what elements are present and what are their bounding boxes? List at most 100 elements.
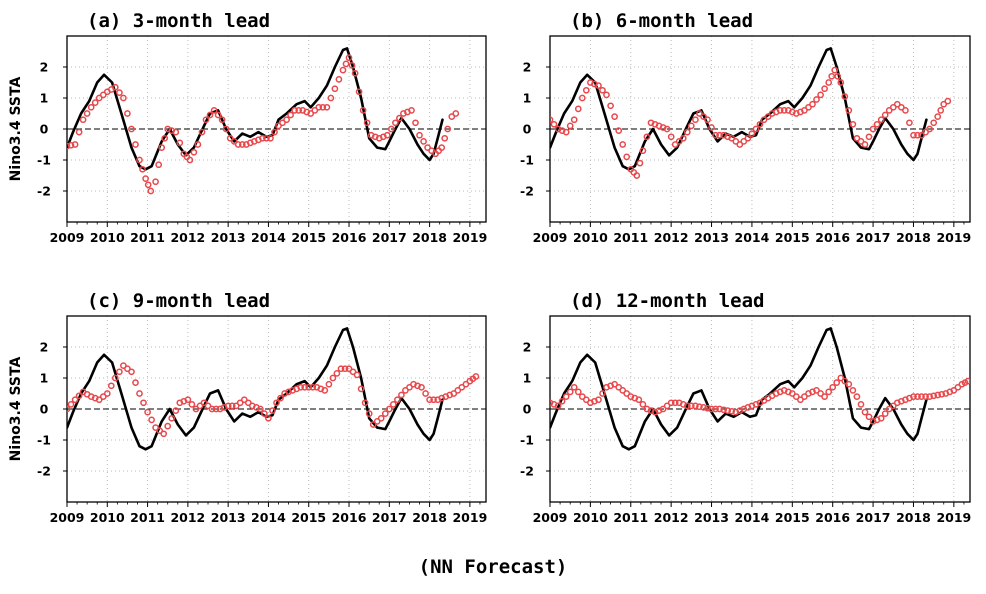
forecast-marker xyxy=(845,107,853,114)
forecast-marker xyxy=(355,88,363,96)
panel-title: (b) 6-month lead xyxy=(570,10,753,32)
forecast-marker xyxy=(914,393,921,400)
forecast-marker xyxy=(615,383,623,391)
x-tick-label: 2011 xyxy=(613,510,648,525)
forecast-marker xyxy=(813,387,820,394)
forecast-marker xyxy=(574,105,582,113)
forecast-marker xyxy=(95,94,103,102)
forecast-marker xyxy=(667,399,675,407)
x-tick-label: 2009 xyxy=(50,510,85,525)
forecast-marker xyxy=(831,66,839,74)
forecast-marker xyxy=(716,405,723,413)
forecast-marker xyxy=(934,113,942,120)
forecast-marker xyxy=(128,125,135,133)
forecast-marker xyxy=(964,377,970,385)
forecast-marker xyxy=(704,404,711,412)
forecast-marker xyxy=(877,116,885,124)
forecast-marker xyxy=(369,421,377,428)
forecast-marker xyxy=(910,393,917,400)
x-tick-label: 2013 xyxy=(694,230,729,245)
forecast-marker xyxy=(834,72,842,80)
forecast-marker xyxy=(550,116,554,124)
forecast-marker xyxy=(849,387,857,394)
forecast-marker xyxy=(392,119,399,127)
forecast-marker xyxy=(142,175,149,182)
x-tick-label: 2012 xyxy=(170,230,205,245)
forecast-marker xyxy=(329,374,337,382)
forecast-marker xyxy=(67,141,75,149)
forecast-marker xyxy=(599,86,606,94)
forecast-marker xyxy=(120,94,127,102)
forecast-marker xyxy=(402,387,409,394)
forecast-marker xyxy=(236,399,244,407)
x-tick-label: 2014 xyxy=(735,510,770,525)
forecast-marker xyxy=(424,144,431,151)
forecast-marker xyxy=(200,399,208,407)
forecast-marker xyxy=(897,103,905,111)
x-tick-label: 2016 xyxy=(815,230,850,245)
forecast-marker xyxy=(885,405,893,413)
forecast-marker xyxy=(394,396,401,404)
forecast-marker xyxy=(805,103,812,111)
forecast-marker xyxy=(944,97,952,105)
forecast-marker xyxy=(198,128,206,136)
forecast-marker xyxy=(857,401,865,408)
forecast-marker xyxy=(428,147,435,155)
y-tick-label: 2 xyxy=(523,340,532,355)
forecast-marker xyxy=(906,119,913,127)
forecast-marker xyxy=(156,427,164,435)
forecast-marker xyxy=(574,388,582,396)
x-tick-label: 2018 xyxy=(896,510,931,525)
forecast-marker xyxy=(683,402,691,410)
forecast-marker xyxy=(954,383,962,391)
x-tick-label: 2015 xyxy=(775,510,810,525)
forecast-marker xyxy=(75,128,83,136)
forecast-marker xyxy=(829,383,837,391)
forecast-marker xyxy=(361,399,369,407)
y-tick-label: -1 xyxy=(37,153,51,168)
forecast-marker xyxy=(732,138,740,145)
forecast-marker xyxy=(801,107,808,114)
forecast-marker xyxy=(339,66,347,74)
forecast-marker xyxy=(377,414,385,422)
forecast-marker xyxy=(744,134,752,142)
forecast-marker xyxy=(349,368,357,376)
forecast-marker xyxy=(845,380,853,388)
forecast-marker xyxy=(926,125,933,133)
forecast-marker xyxy=(389,401,397,408)
forecast-marker xyxy=(675,138,683,145)
y-tick-label: -2 xyxy=(520,184,534,199)
forecast-marker xyxy=(238,141,246,148)
forecast-marker xyxy=(265,414,272,422)
y-tick-label: 1 xyxy=(40,91,49,106)
x-tick-label: 2012 xyxy=(170,510,205,525)
forecast-marker xyxy=(172,128,180,136)
y-tick-label: -2 xyxy=(37,464,51,479)
forecast-marker xyxy=(554,402,562,410)
forecast-marker xyxy=(259,134,266,142)
forecast-marker xyxy=(671,399,679,407)
chart-panel-c: 2009 2010 2011 2012 2013 2014 2015 2016 2017 2018… xyxy=(8,290,487,525)
forecast-marker xyxy=(420,138,427,145)
forecast-marker xyxy=(91,99,99,106)
forecast-marker xyxy=(87,103,95,111)
forecast-marker xyxy=(926,393,933,400)
forecast-marker xyxy=(228,402,236,410)
forecast-marker xyxy=(578,393,586,400)
forecast-marker xyxy=(387,125,395,133)
forecast-marker xyxy=(67,401,75,408)
forecast-marker xyxy=(841,377,849,385)
forecast-marker xyxy=(132,141,139,148)
forecast-marker xyxy=(918,393,925,400)
x-tick-label: 2019 xyxy=(452,510,487,525)
forecast-marker xyxy=(158,144,166,151)
forecast-marker xyxy=(186,156,194,164)
forecast-marker xyxy=(206,111,214,119)
forecast-marker xyxy=(321,387,329,394)
forecast-marker xyxy=(636,159,644,167)
forecast-marker xyxy=(595,396,602,404)
forecast-marker xyxy=(448,113,456,120)
forecast-marker xyxy=(708,405,715,413)
forecast-marker xyxy=(218,116,226,124)
forecast-marker xyxy=(450,390,458,397)
